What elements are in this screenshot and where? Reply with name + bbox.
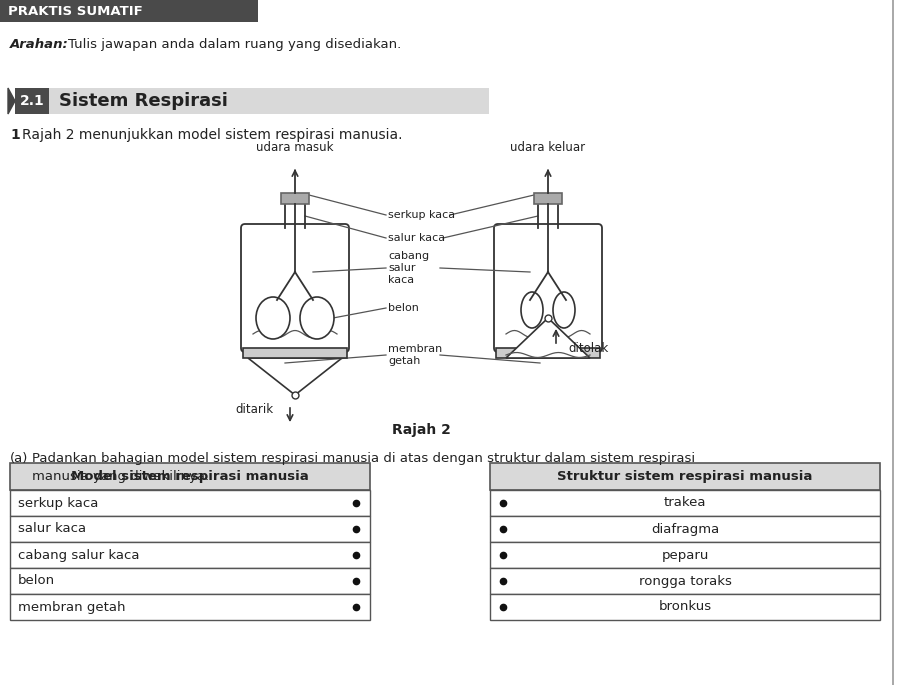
Text: serkup kaca: serkup kaca (388, 210, 456, 220)
Polygon shape (8, 88, 15, 114)
Ellipse shape (521, 292, 543, 328)
FancyBboxPatch shape (10, 490, 370, 516)
Text: Padankan bahagian model sistem respirasi manusia di atas dengan struktur dalam s: Padankan bahagian model sistem respirasi… (32, 452, 695, 465)
Text: ditarik: ditarik (235, 403, 273, 416)
Text: bronkus: bronkus (658, 601, 712, 614)
Text: 1: 1 (10, 128, 20, 142)
Text: salur kaca: salur kaca (18, 523, 86, 536)
Text: belon: belon (388, 303, 419, 313)
FancyBboxPatch shape (490, 594, 880, 620)
FancyBboxPatch shape (490, 568, 880, 594)
FancyBboxPatch shape (490, 542, 880, 568)
Text: PRAKTIS SUMATIF: PRAKTIS SUMATIF (8, 5, 143, 18)
FancyBboxPatch shape (10, 594, 370, 620)
Text: peparu: peparu (661, 549, 709, 562)
FancyBboxPatch shape (490, 490, 880, 516)
FancyBboxPatch shape (0, 0, 258, 22)
Text: 2.1: 2.1 (20, 94, 44, 108)
FancyBboxPatch shape (10, 542, 370, 568)
FancyBboxPatch shape (490, 516, 880, 542)
FancyBboxPatch shape (49, 88, 489, 114)
FancyBboxPatch shape (281, 193, 309, 204)
Ellipse shape (553, 292, 575, 328)
FancyBboxPatch shape (243, 348, 347, 358)
FancyBboxPatch shape (10, 568, 370, 594)
Text: Tulis jawapan anda dalam ruang yang disediakan.: Tulis jawapan anda dalam ruang yang dise… (68, 38, 401, 51)
Polygon shape (506, 318, 590, 358)
Text: belon: belon (18, 575, 55, 588)
Text: udara keluar: udara keluar (511, 141, 585, 154)
FancyBboxPatch shape (490, 463, 880, 490)
FancyBboxPatch shape (494, 224, 602, 352)
Text: membran getah: membran getah (18, 601, 125, 614)
Text: cabang salur kaca: cabang salur kaca (18, 549, 140, 562)
Text: rongga toraks: rongga toraks (639, 575, 732, 588)
Text: udara masuk: udara masuk (256, 141, 334, 154)
Text: Rajah 2 menunjukkan model sistem respirasi manusia.: Rajah 2 menunjukkan model sistem respira… (22, 128, 402, 142)
FancyBboxPatch shape (534, 193, 562, 204)
Text: ditolak: ditolak (568, 342, 608, 355)
Text: manusia yang diwakilinya.: manusia yang diwakilinya. (32, 470, 209, 483)
Text: Sistem Respirasi: Sistem Respirasi (59, 92, 228, 110)
FancyBboxPatch shape (10, 516, 370, 542)
FancyBboxPatch shape (10, 463, 370, 490)
FancyBboxPatch shape (15, 88, 49, 114)
Text: Model sistem respirasi manusia: Model sistem respirasi manusia (71, 470, 308, 483)
Text: Rajah 2: Rajah 2 (392, 423, 451, 437)
Ellipse shape (300, 297, 334, 339)
Polygon shape (248, 358, 342, 395)
Text: Arahan:: Arahan: (10, 38, 69, 51)
Text: serkup kaca: serkup kaca (18, 497, 98, 510)
Ellipse shape (256, 297, 290, 339)
Text: salur kaca: salur kaca (388, 233, 445, 243)
Text: trakea: trakea (664, 497, 706, 510)
FancyBboxPatch shape (496, 348, 600, 358)
Text: (a): (a) (10, 452, 28, 465)
Text: diafragma: diafragma (651, 523, 719, 536)
Text: cabang
salur
kaca: cabang salur kaca (388, 251, 429, 284)
FancyBboxPatch shape (241, 224, 349, 352)
Text: Struktur sistem respirasi manusia: Struktur sistem respirasi manusia (557, 470, 813, 483)
Text: membran
getah: membran getah (388, 344, 442, 366)
